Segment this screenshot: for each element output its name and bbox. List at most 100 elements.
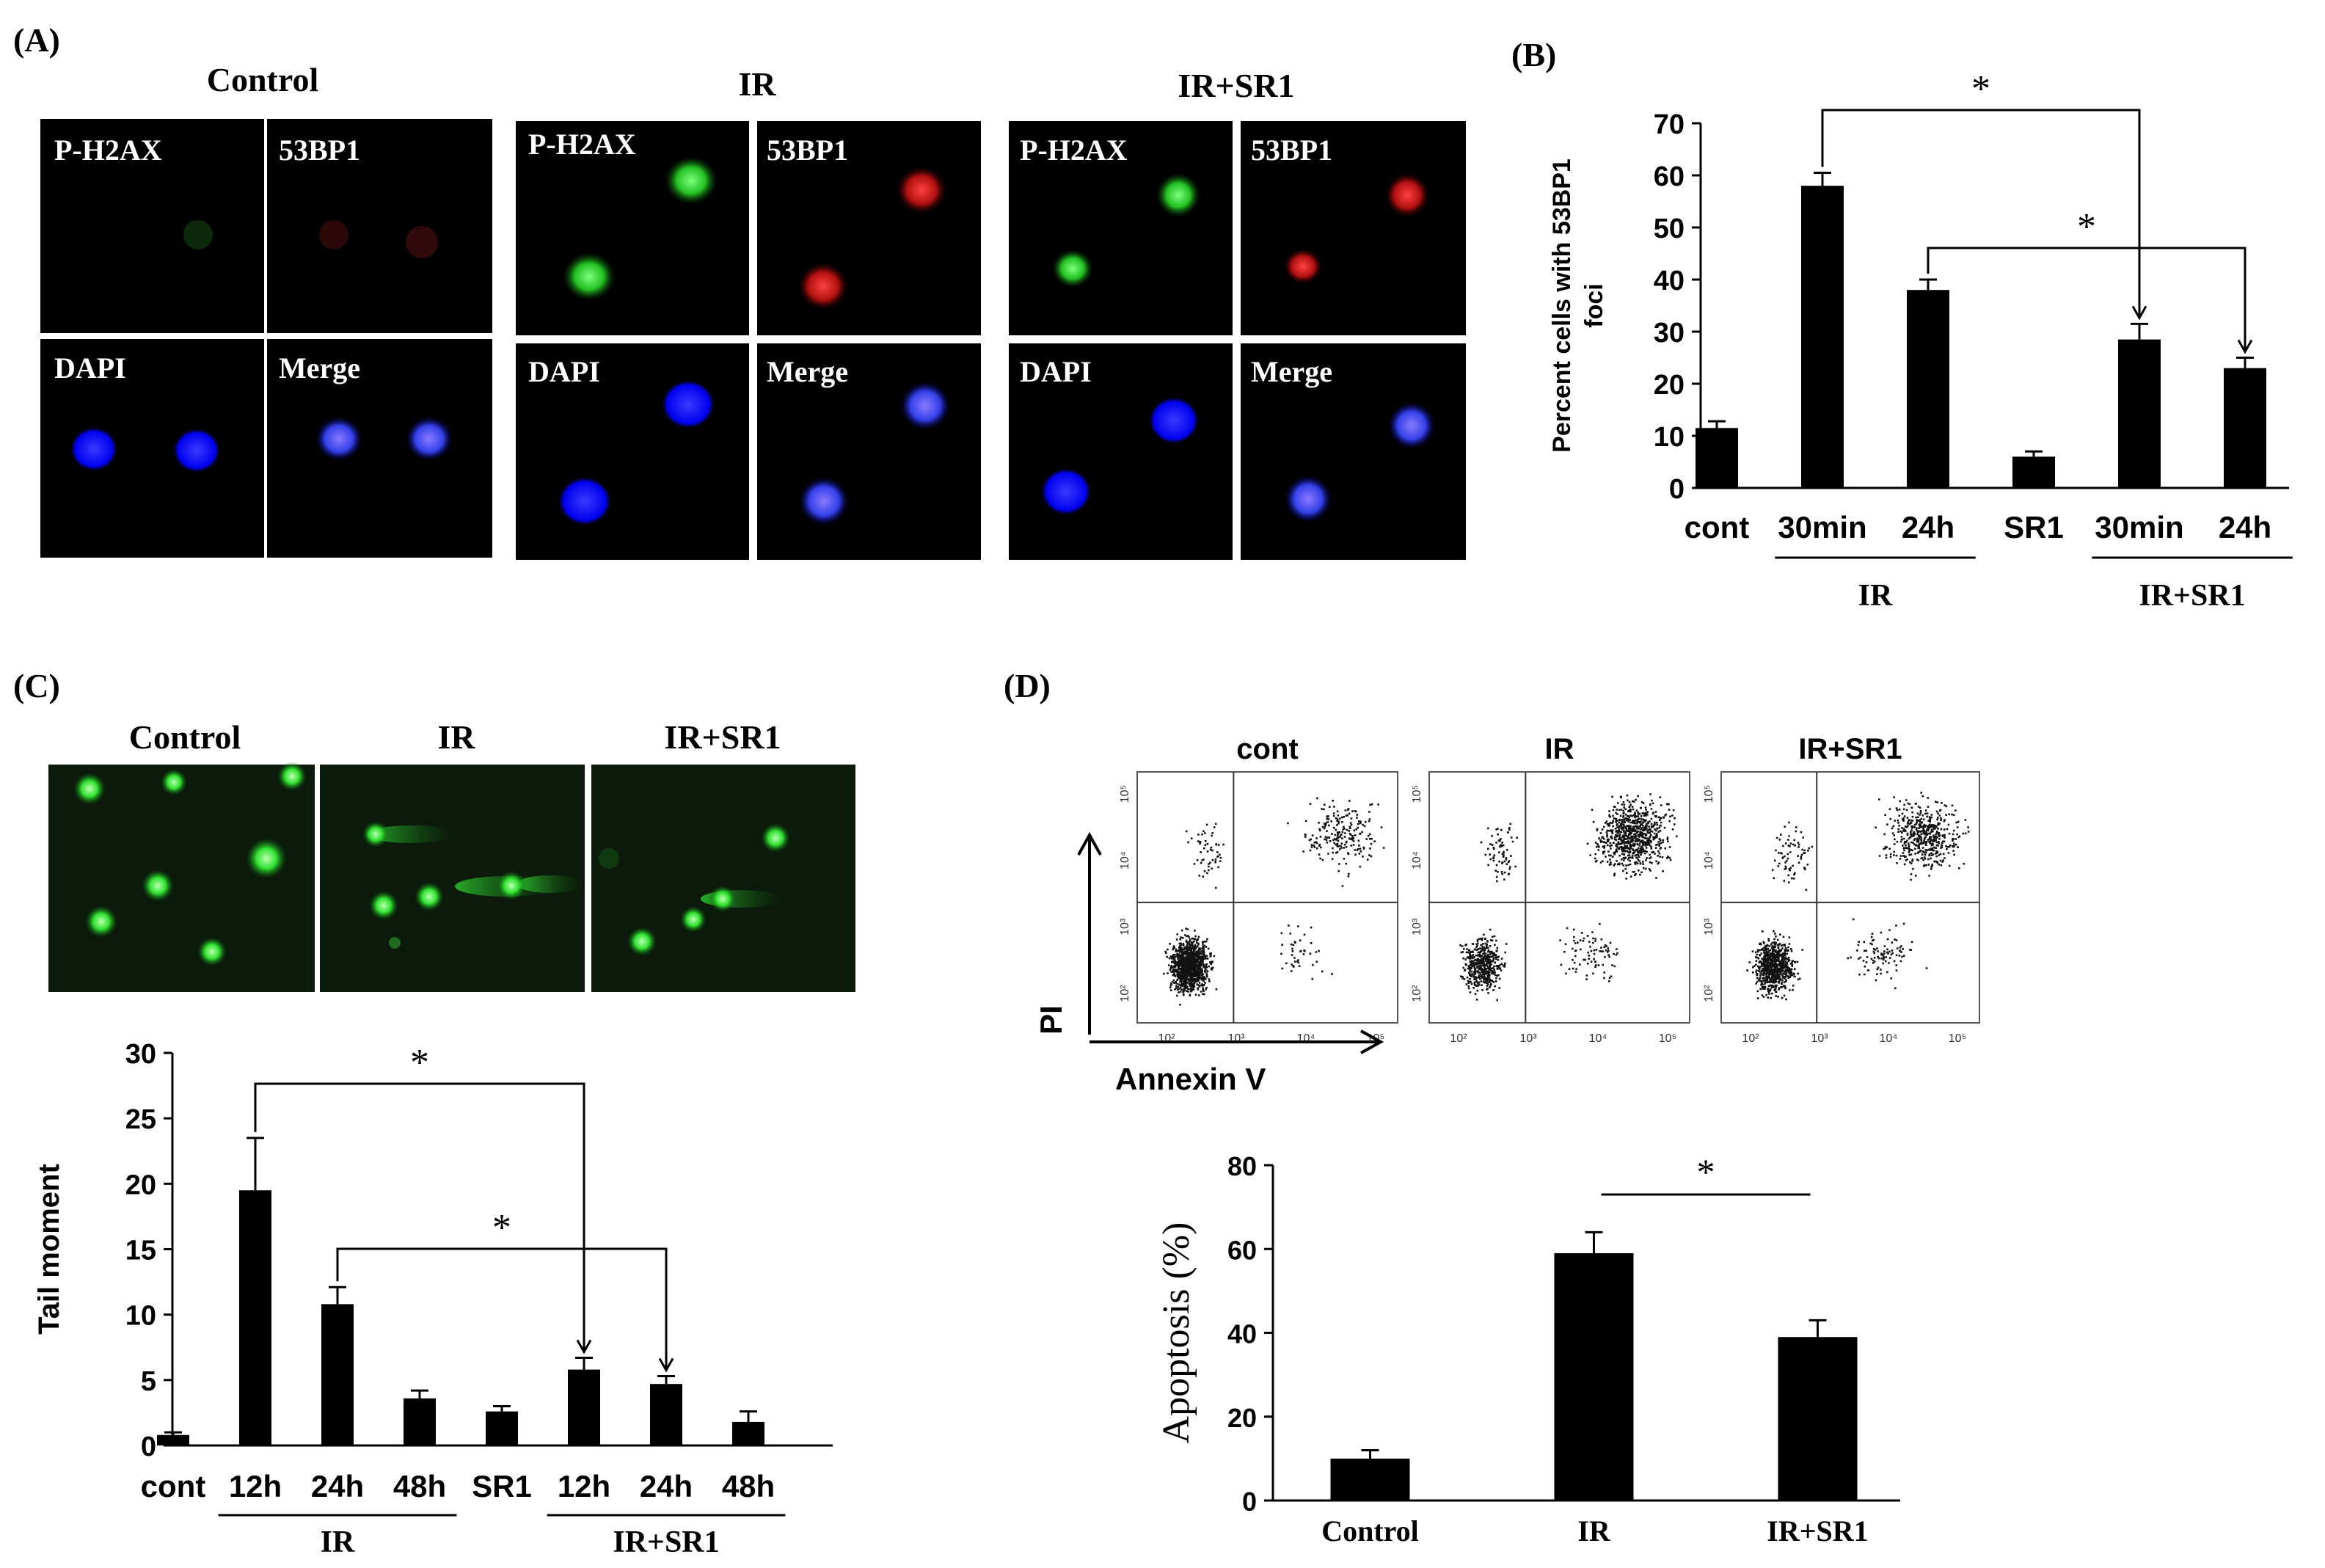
y-tick-label: 60 (1227, 1235, 1257, 1265)
x-tick-label: 24h (1902, 510, 1954, 544)
y-tick-label: 10 (125, 1301, 156, 1332)
faint-red-nucleus (406, 226, 438, 258)
faint-red-nucleus (319, 220, 348, 249)
significance-bracket (1821, 109, 2141, 318)
bar (486, 1411, 518, 1445)
y-tick-label: 20 (125, 1170, 156, 1200)
comet-head (85, 905, 117, 938)
y-tick-label: 40 (1654, 266, 1685, 296)
x-tick-label: SR1 (2004, 510, 2064, 544)
comet-head (627, 927, 657, 956)
bar (2118, 339, 2161, 488)
tile-label: 53BP1 (279, 134, 360, 167)
red-nucleus (798, 263, 848, 310)
significance-arrow (658, 1357, 674, 1373)
panel-a-label: (A) (13, 21, 60, 59)
flow-plots: cont 10² 10² 10³ 10³ 10⁴ 10⁴ 10⁵ 10⁵ IR 10² 10² 10³ 1… (1119, 733, 1980, 1045)
y-tick-label: 0 (1669, 474, 1685, 505)
x-tick-label: 48h (722, 1469, 775, 1503)
red-nucleus (1284, 249, 1322, 284)
tile-label: P-H2AX (54, 134, 162, 167)
merge-nucleus (406, 417, 453, 461)
bar (1554, 1252, 1634, 1500)
group-title-ir: IR (738, 65, 776, 103)
tile-label: DAPI (1020, 355, 1092, 388)
flow-plot-title: IR (1545, 733, 1574, 765)
y-tick-label: 10² (1411, 985, 1423, 1002)
comet-image-ir-sr1 (591, 765, 855, 992)
bar (1778, 1337, 1858, 1500)
x-tick-label: 24h (640, 1469, 693, 1503)
bar (1696, 428, 1738, 488)
y-tick-label: 10³ (1119, 918, 1131, 936)
y-tick-label: 10⁵ (1119, 785, 1131, 803)
comet-tail (517, 875, 583, 893)
x-tick-label: 10⁴ (1589, 1032, 1607, 1045)
x-tick-label: 12h (229, 1469, 282, 1503)
y-tick-label: 80 (1227, 1151, 1257, 1181)
y-tick-label: 20 (1654, 370, 1685, 401)
significance-bracket (336, 1247, 668, 1371)
bar (321, 1304, 354, 1445)
bar (2012, 456, 2055, 488)
tile-irsr1-ph2ax (1009, 121, 1233, 335)
bar (1330, 1458, 1410, 1500)
tile-ir-merge (757, 343, 981, 560)
group-label: IR (1858, 579, 1893, 613)
comet-head (277, 762, 307, 791)
tile-label: DAPI (528, 355, 600, 388)
significance-bracket (1927, 247, 2246, 352)
tile-ir-53bp1 (757, 121, 981, 335)
x-tick-label: 10⁵ (1949, 1032, 1966, 1045)
x-tick-label: 10² (1450, 1032, 1467, 1045)
green-nucleus (665, 156, 718, 205)
comet-head (709, 886, 736, 912)
merge-nucleus (799, 477, 849, 525)
comet-head (389, 937, 401, 949)
tile-control-53bp1 (267, 119, 492, 333)
comet-title-control: Control (129, 718, 241, 756)
tile-label: P-H2AX (528, 128, 636, 161)
flow-event-dots (1163, 797, 1385, 1006)
x-tick-label: cont (1685, 510, 1750, 544)
significance-star: * (1697, 1151, 1715, 1192)
flow-plot-title: IR+SR1 (1798, 733, 1902, 765)
y-tick-label: 10³ (1703, 918, 1715, 936)
bar (650, 1384, 682, 1445)
red-nucleus (897, 167, 946, 214)
merge-nucleus (315, 417, 362, 461)
micrograph-group-ir: P-H2AX 53BP1 DAPI Merge (516, 121, 981, 560)
significance-star: * (410, 1042, 429, 1084)
y-tick-label: 10² (1703, 985, 1715, 1002)
y-tick-label: 60 (1654, 161, 1685, 192)
tile-irsr1-53bp1 (1241, 121, 1466, 335)
group-label: IR+SR1 (2139, 579, 2245, 613)
comet-head (761, 823, 790, 853)
comet-head (680, 906, 707, 933)
significance-star: * (1971, 68, 1990, 110)
y-axis-label: foci (1580, 283, 1608, 327)
green-nucleus (563, 252, 616, 301)
group-title-ir-sr1: IR+SR1 (1178, 67, 1294, 104)
flow-event-dots (1746, 792, 1970, 1001)
pi-arrow-head (1077, 831, 1102, 856)
comet-head (599, 848, 619, 869)
tile-control-ph2ax (40, 119, 264, 333)
tile-label: DAPI (54, 351, 126, 384)
panel-c-images: (C) Control IR IR+SR1 (13, 667, 855, 992)
significance-star: * (2077, 206, 2096, 248)
group-title-control: Control (207, 61, 319, 98)
y-tick-label: 30 (125, 1039, 156, 1070)
chart-b: (B) 0 10 20 30 40 50 60 70 Percent cells with 53B… (1511, 36, 2293, 613)
y-tick-label: 10² (1119, 985, 1131, 1002)
tile-label: Merge (767, 355, 848, 388)
x-tick-label: 48h (393, 1469, 446, 1503)
y-tick-label: 0 (1242, 1487, 1257, 1517)
tile-ir-dapi (516, 343, 749, 560)
y-tick-label: 10⁵ (1703, 785, 1715, 803)
micrograph-group-ir-sr1: P-H2AX 53BP1 DAPI Merge (1009, 121, 1466, 560)
y-tick-label: 50 (1654, 214, 1685, 244)
y-tick-label: 70 (1654, 109, 1685, 140)
green-nucleus (1156, 173, 1200, 217)
x-tick-label: IR (1577, 1514, 1611, 1547)
